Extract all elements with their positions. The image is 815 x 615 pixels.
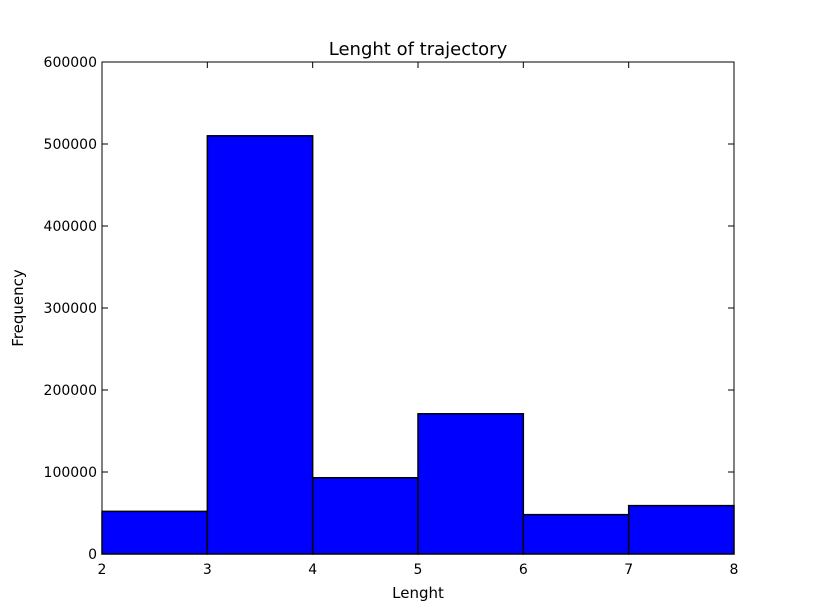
histogram-bar-4: [522, 513, 630, 555]
ticks-group: 2 3 4 5 6 7 8 0 100000 200000 300000 400000 500000 60…: [44, 55, 739, 578]
plot-frame: [101, 61, 735, 555]
x-tick-label-5: 7: [624, 562, 633, 578]
y-tick-label-5: 500000: [44, 137, 97, 153]
x-tick-label-6: 8: [730, 562, 739, 578]
x-tick-label-0: 2: [98, 562, 107, 578]
x-axis-label: Lenght: [392, 584, 444, 602]
bars-group: [101, 135, 735, 555]
histogram-bar-2: [311, 476, 419, 555]
y-tick-label-0: 0: [88, 547, 97, 563]
y-tick-label-4: 400000: [44, 219, 97, 235]
x-tick-label-3: 5: [414, 562, 423, 578]
y-tick-label-2: 200000: [44, 383, 97, 399]
y-tick-label-6: 600000: [44, 55, 97, 71]
x-tick-label-1: 3: [203, 562, 212, 578]
x-tick-label-4: 6: [519, 562, 528, 578]
histogram-bar-5: [627, 504, 735, 555]
histogram-bar-3: [417, 413, 525, 555]
histogram-bar-0: [101, 510, 209, 555]
chart-title: Lenght of trajectory: [329, 39, 508, 60]
histogram-bar-1: [206, 135, 314, 555]
y-tick-label-1: 100000: [44, 465, 97, 481]
y-tick-label-3: 300000: [44, 301, 97, 317]
y-axis-label: Frequency: [9, 269, 27, 347]
x-tick-label-2: 4: [308, 562, 317, 578]
